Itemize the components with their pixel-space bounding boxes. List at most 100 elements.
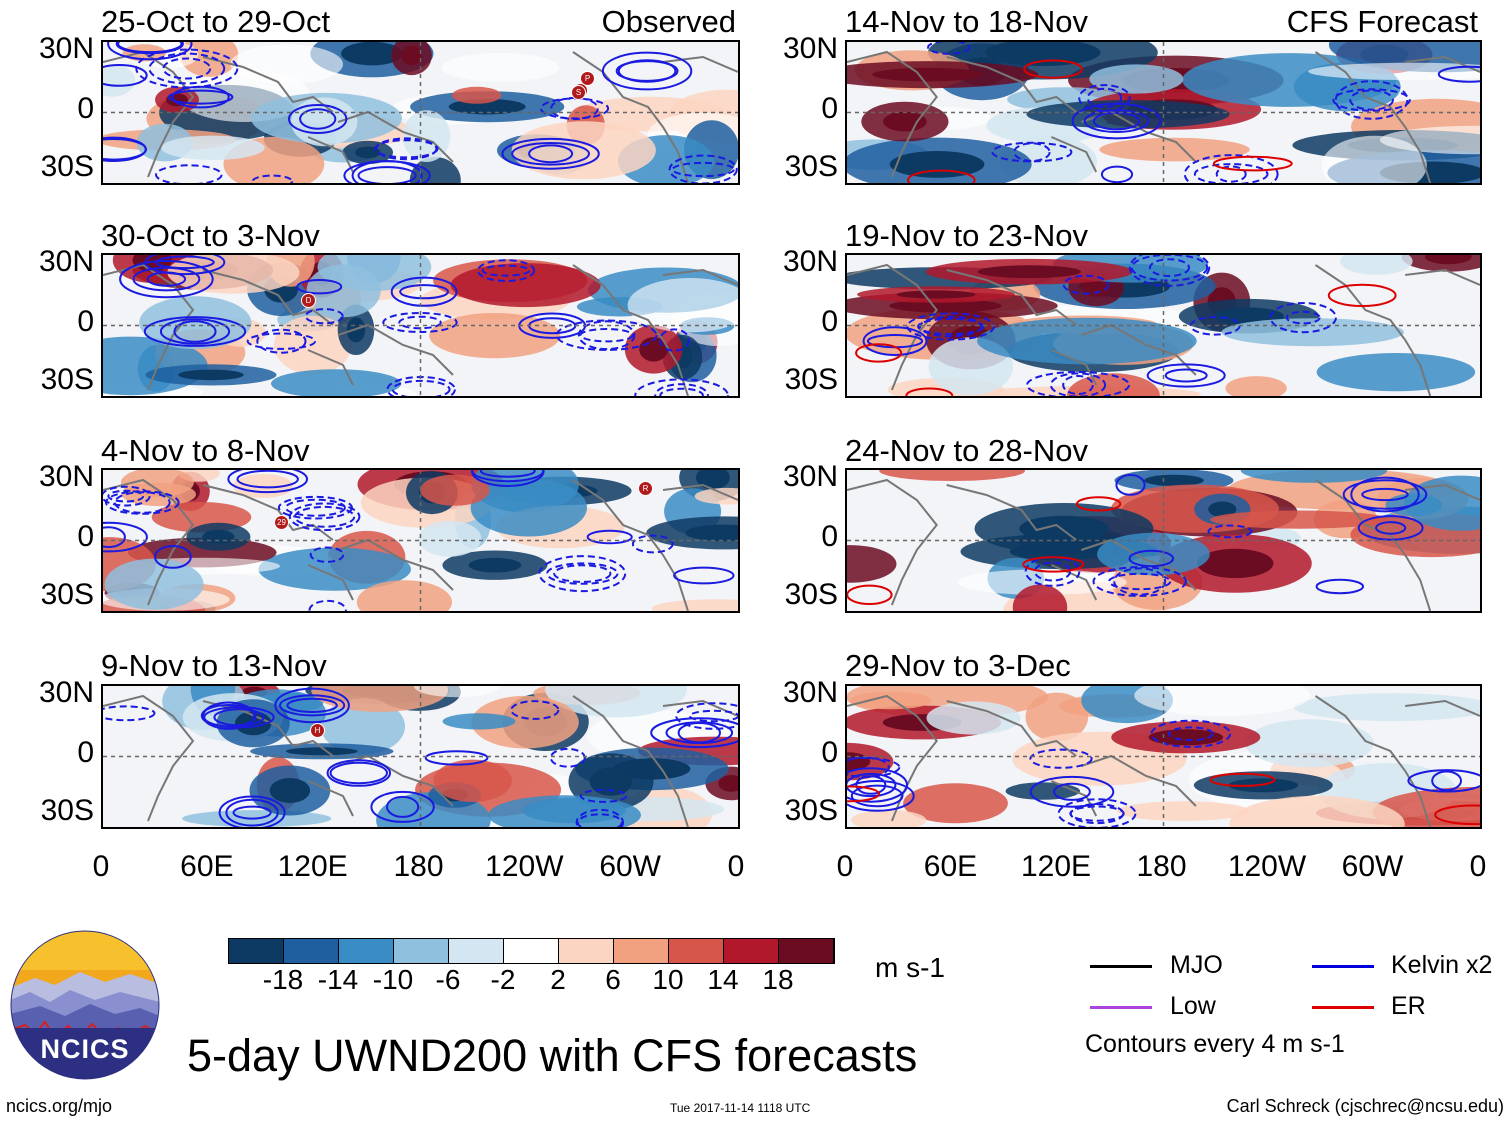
coastline xyxy=(1314,695,1432,827)
ncics-logo: NCICS xyxy=(10,930,160,1080)
map-canvas xyxy=(103,42,738,183)
anomaly-shading-core xyxy=(341,42,403,66)
kelvin-contour xyxy=(579,788,628,803)
map-panel xyxy=(845,468,1482,613)
kelvin-contour xyxy=(1071,102,1162,140)
kelvin-contour xyxy=(1349,89,1394,111)
lat-label: 30N xyxy=(782,460,838,493)
kelvin-contour xyxy=(991,141,1073,163)
coastline xyxy=(572,695,689,827)
kelvin-contour xyxy=(343,160,431,183)
kelvin-contour xyxy=(1049,372,1107,396)
kelvin-contour xyxy=(1128,549,1175,568)
kelvin-contour xyxy=(654,383,709,396)
kelvin-contour xyxy=(162,57,212,80)
kelvin-contour xyxy=(390,276,458,307)
anomaly-shading xyxy=(470,478,587,537)
lat-label: 30N xyxy=(782,676,838,709)
footer-timestamp: Tue 2017-11-14 1118 UTC xyxy=(670,1101,811,1115)
kelvin-contour xyxy=(1361,487,1409,502)
kelvin-contour xyxy=(103,521,148,553)
legend-line-kelvin xyxy=(1312,965,1374,968)
kelvin-contour xyxy=(135,48,239,89)
kelvin-contour xyxy=(668,154,738,183)
kelvin-contour xyxy=(373,139,439,159)
kelvin-contour xyxy=(103,136,147,162)
anomaly-shading xyxy=(441,53,560,82)
coastline xyxy=(946,56,1077,113)
lon-label: 180 xyxy=(1136,850,1187,883)
contour-note: Contours every 4 m s-1 xyxy=(1085,1030,1345,1058)
storm-marker: R xyxy=(638,481,653,496)
anomaly-shading xyxy=(1210,510,1389,529)
coastline xyxy=(103,694,195,822)
kelvin-contour xyxy=(1128,255,1211,287)
anomaly-shading xyxy=(651,599,738,611)
kelvin-contour xyxy=(1315,578,1364,595)
kelvin-contour xyxy=(1113,567,1167,596)
colorbar-swatch xyxy=(779,939,834,963)
lon-label: 60W xyxy=(1341,850,1404,883)
map-panel xyxy=(101,684,740,829)
er-contour xyxy=(905,387,954,396)
footer-url[interactable]: ncics.org/mjo xyxy=(6,1096,113,1116)
kelvin-contour xyxy=(103,485,151,507)
kelvin-contour xyxy=(1024,556,1081,587)
map-panel xyxy=(101,468,740,613)
lat-label: 30S xyxy=(784,578,838,611)
colorbar-tick-label: -2 xyxy=(490,964,516,995)
anomaly-shading-core xyxy=(269,778,311,803)
kelvin-contour xyxy=(1086,87,1123,109)
map-canvas xyxy=(847,470,1480,611)
er-contour xyxy=(1327,283,1397,308)
kelvin-contour xyxy=(850,784,904,808)
kelvin-contour xyxy=(549,747,586,768)
kelvin-contour xyxy=(103,526,126,548)
kelvin-contour xyxy=(225,798,279,827)
kelvin-contour xyxy=(673,566,735,585)
lon-label: 180 xyxy=(393,850,444,883)
kelvin-contour xyxy=(1100,165,1134,183)
kelvin-contour xyxy=(659,328,690,352)
lat-label: 0 xyxy=(77,92,94,125)
anomaly-shading xyxy=(627,278,738,333)
kelvin-contour xyxy=(171,85,230,109)
anomaly-shading-core xyxy=(883,111,927,132)
kelvin-contour xyxy=(113,491,171,514)
colorbar-swatch xyxy=(504,939,559,963)
colorbar-tick-label: -10 xyxy=(372,964,414,995)
kelvin-contour xyxy=(143,316,247,347)
anomaly-shading xyxy=(1117,801,1250,821)
map-canvas xyxy=(847,686,1480,827)
kelvin-contour xyxy=(370,790,435,823)
colorbar-tick-label: 6 xyxy=(605,964,621,995)
colorbar-swatch xyxy=(394,939,449,963)
colorbar-swatch xyxy=(449,939,504,963)
kelvin-contour xyxy=(1092,111,1141,131)
anomaly-shading xyxy=(1316,353,1476,392)
kelvin-contour xyxy=(650,717,738,749)
kelvin-contour xyxy=(274,687,350,724)
legend-label-mjo: MJO xyxy=(1170,951,1223,979)
anomaly-shading xyxy=(977,317,1197,365)
kelvin-contour xyxy=(471,470,545,487)
kelvin-contour xyxy=(386,795,420,818)
anomaly-shading xyxy=(849,691,932,710)
kelvin-contour xyxy=(357,166,417,183)
kelvin-contour xyxy=(617,59,677,83)
kelvin-contour xyxy=(232,805,272,820)
anomaly-shading-core xyxy=(401,45,422,66)
panel-title: 29-Nov to 3-Dec xyxy=(845,648,1071,683)
kelvin-contour xyxy=(1407,769,1480,793)
map-canvas xyxy=(103,470,738,611)
anomaly-shading-core xyxy=(285,747,358,756)
anomaly-shading xyxy=(414,686,500,698)
anomaly-shading xyxy=(957,569,1127,595)
kelvin-contour xyxy=(286,697,338,713)
er-contour xyxy=(847,785,880,803)
kelvin-contour xyxy=(424,750,489,766)
lat-label: 30S xyxy=(784,794,838,827)
anomaly-shading xyxy=(420,474,490,506)
kelvin-contour xyxy=(148,52,226,85)
kelvin-contour xyxy=(1149,258,1190,277)
